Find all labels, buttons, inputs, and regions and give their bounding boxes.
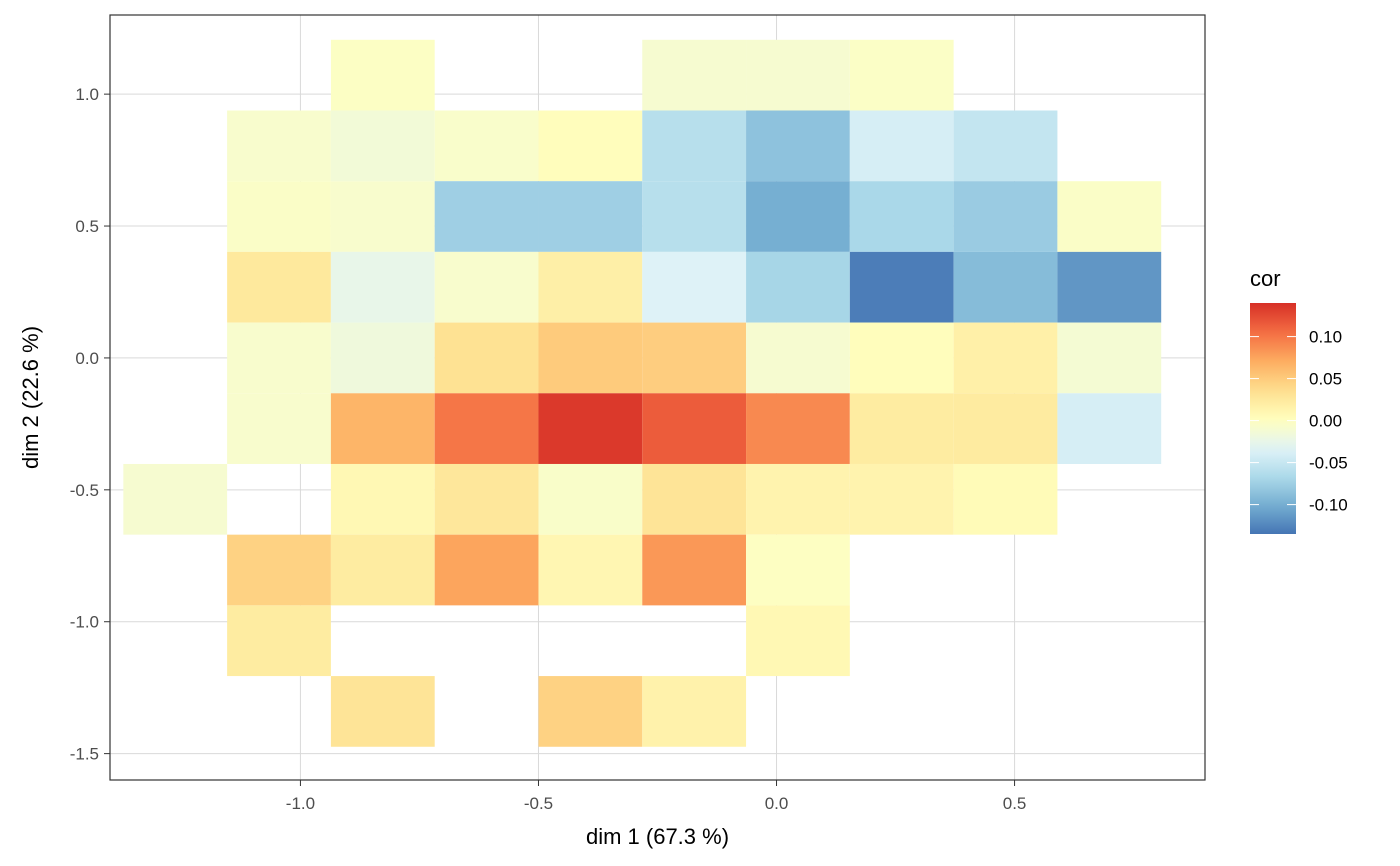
heatmap-cell xyxy=(330,393,435,464)
heatmap-cell xyxy=(330,251,435,323)
legend-label: 0.05 xyxy=(1309,370,1342,389)
heatmap-cell xyxy=(642,110,747,182)
legend-label: 0.10 xyxy=(1309,328,1342,347)
legend: cor 0.10 0.05 0.00 -0.05 -0.10 xyxy=(1250,266,1348,534)
heatmap-cell xyxy=(330,534,435,606)
heatmap-cell xyxy=(642,534,747,606)
heatmap-cell xyxy=(434,534,539,606)
heatmap-cell xyxy=(953,393,1058,464)
y-tick-label: -1.0 xyxy=(70,613,99,632)
heatmap-cell xyxy=(434,393,539,464)
legend-colorbar xyxy=(1250,303,1296,534)
x-axis-title: dim 1 (67.3 %) xyxy=(586,824,729,849)
heatmap-cell xyxy=(330,39,435,111)
heatmap-cell xyxy=(849,463,954,535)
heatmap-cell xyxy=(746,463,850,535)
heatmap-cell xyxy=(227,322,331,394)
heatmap-cell xyxy=(227,251,331,323)
heatmap-cell xyxy=(123,463,228,535)
heatmap-cell xyxy=(642,322,747,394)
x-tick-label: -0.5 xyxy=(524,794,553,813)
heatmap-cell xyxy=(642,676,747,747)
heatmap-cell xyxy=(1057,322,1162,394)
heatmap-cell xyxy=(746,39,850,111)
heatmap-cell xyxy=(434,181,539,252)
heatmap-cell xyxy=(538,676,643,747)
heatmap-cell xyxy=(953,181,1058,252)
heatmap-cell xyxy=(538,322,643,394)
y-axis-title: dim 2 (22.6 %) xyxy=(18,326,43,469)
heatmap-cell xyxy=(434,251,539,323)
heatmap-cell xyxy=(330,181,435,252)
legend-label: 0.00 xyxy=(1309,412,1342,431)
y-tick-label: 1.0 xyxy=(75,85,99,104)
x-tick-label: -1.0 xyxy=(286,794,315,813)
x-tick-label: 0.5 xyxy=(1003,794,1027,813)
panel-border xyxy=(109,14,1206,781)
heatmap-cells xyxy=(123,39,1162,747)
legend-title: cor xyxy=(1250,266,1281,291)
y-tick-label: -1.5 xyxy=(70,745,99,764)
y-tick-label: 0.5 xyxy=(75,217,99,236)
heatmap-cell xyxy=(538,393,643,464)
heatmap-cell xyxy=(1057,393,1162,464)
heatmap-cell xyxy=(330,463,435,535)
y-axis: 1.0 0.5 0.0 -0.5 -1.0 -1.5 xyxy=(70,85,110,764)
heatmap-cell xyxy=(953,322,1058,394)
heatmap-cell xyxy=(434,110,539,182)
heatmap-cell xyxy=(849,393,954,464)
heatmap-cell xyxy=(849,110,954,182)
heatmap-cell xyxy=(538,534,643,606)
heatmap-cell xyxy=(746,605,850,677)
heatmap-cell xyxy=(642,181,747,252)
x-tick-label: 0.0 xyxy=(765,794,789,813)
heatmap-cell xyxy=(538,110,643,182)
heatmap-cell xyxy=(642,393,747,464)
heatmap-cell xyxy=(1057,181,1162,252)
heatmap-cell xyxy=(746,251,850,323)
heatmap-cell xyxy=(227,181,331,252)
heatmap-cell xyxy=(538,463,643,535)
heatmap-cell xyxy=(642,463,747,535)
heatmap-cell xyxy=(746,322,850,394)
heatmap-cell xyxy=(642,39,747,111)
heatmap-cell xyxy=(227,605,331,677)
legend-label: -0.10 xyxy=(1309,496,1348,515)
heatmap-cell xyxy=(849,39,954,111)
heatmap-cell xyxy=(330,676,435,747)
y-tick-label: 0.0 xyxy=(75,349,99,368)
heatmap-cell xyxy=(746,534,850,606)
x-axis: -1.0 -0.5 0.0 0.5 xyxy=(286,780,1027,813)
heatmap-cell xyxy=(953,463,1058,535)
heatmap-cell xyxy=(330,322,435,394)
heatmap-cell xyxy=(434,463,539,535)
heatmap-cell xyxy=(227,110,331,182)
y-tick-label: -0.5 xyxy=(70,481,99,500)
heatmap-cell xyxy=(746,393,850,464)
legend-label: -0.05 xyxy=(1309,454,1348,473)
heatmap-cell xyxy=(227,534,331,606)
heatmap-cell xyxy=(538,181,643,252)
heatmap-cell xyxy=(849,181,954,252)
heatmap-cell xyxy=(434,322,539,394)
heatmap-cell xyxy=(953,110,1058,182)
legend-ticks: 0.10 0.05 0.00 -0.05 -0.10 xyxy=(1250,328,1348,515)
heatmap-cell xyxy=(227,393,331,464)
heatmap-cell xyxy=(746,110,850,182)
heatmap-cell xyxy=(1057,251,1162,323)
heatmap-cell xyxy=(953,251,1058,323)
heatmap-cell xyxy=(849,251,954,323)
heatmap-cell xyxy=(330,110,435,182)
heatmap-cell xyxy=(642,251,747,323)
heatmap-cell xyxy=(538,251,643,323)
heatmap-cell xyxy=(849,322,954,394)
heatmap-cell xyxy=(746,181,850,252)
